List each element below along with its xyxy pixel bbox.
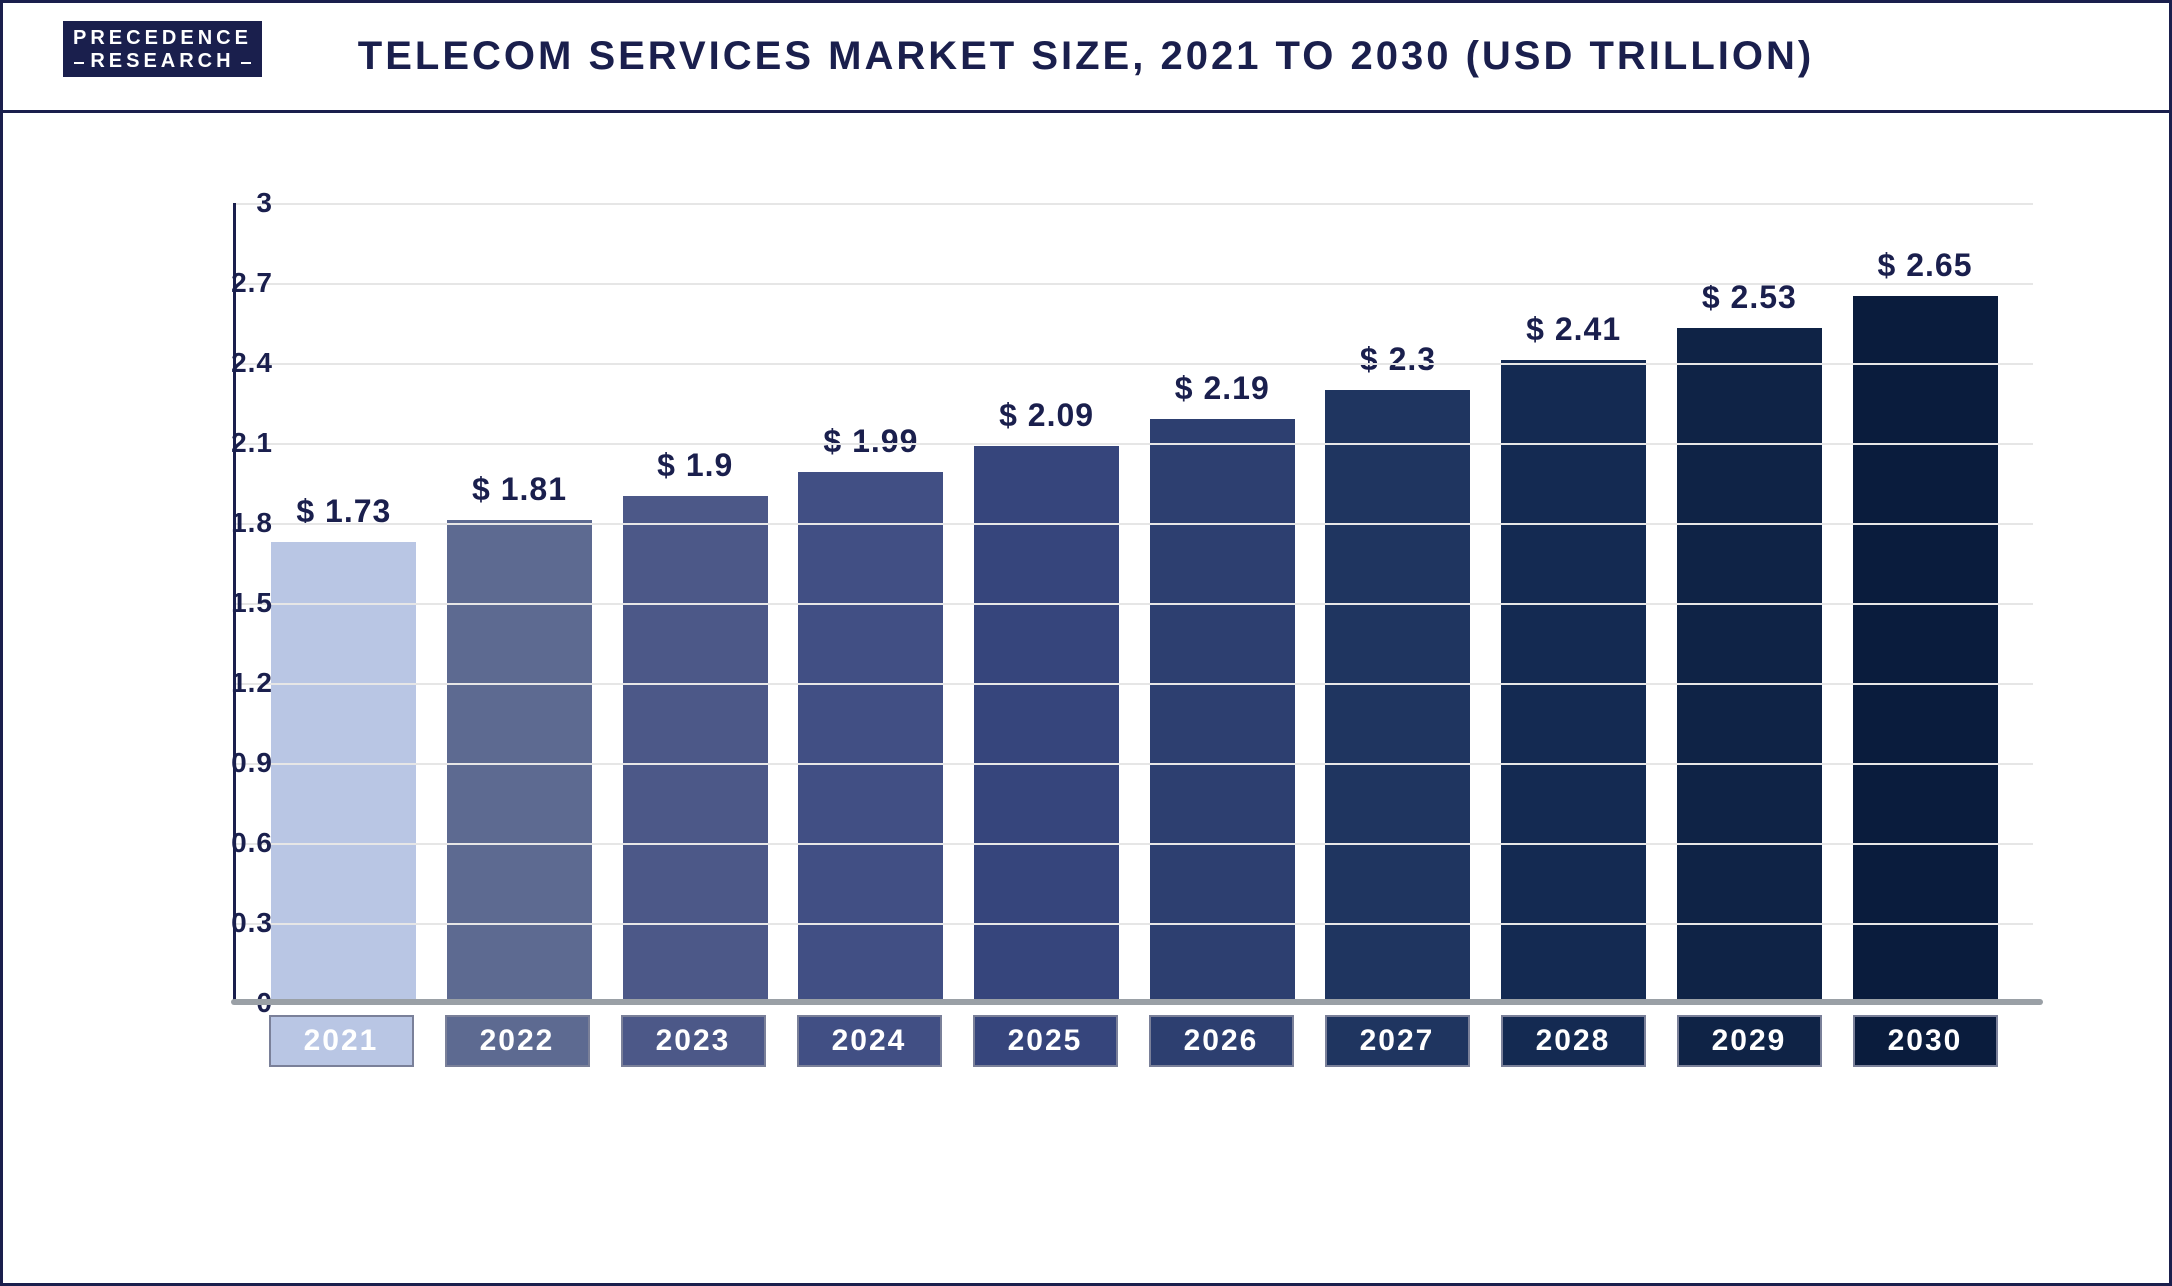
bar (1853, 296, 1998, 1003)
bar (1150, 419, 1295, 1003)
y-tick-label: 0.3 (213, 907, 273, 939)
y-tick-label: 2.7 (213, 267, 273, 299)
gridline (236, 843, 2033, 845)
x-tick-label: 2029 (1677, 1015, 1822, 1067)
bar (447, 520, 592, 1003)
bar-value-label: $ 1.99 (823, 423, 918, 460)
y-tick-label: 0.9 (213, 747, 273, 779)
bar-value-label: $ 1.9 (657, 447, 733, 484)
chart-title: TELECOM SERVICES MARKET SIZE, 2021 TO 20… (358, 34, 1814, 79)
y-tick-label: 2.4 (213, 347, 273, 379)
y-tick-label: 3 (213, 187, 273, 219)
bar-value-label: $ 2.3 (1360, 341, 1436, 378)
header: PRECEDENCE RESEARCH TELECOM SERVICES MAR… (3, 3, 2169, 113)
logo: PRECEDENCE RESEARCH (63, 21, 262, 77)
bar-wrap: $ 1.9 (623, 496, 768, 1003)
gridline (236, 923, 2033, 925)
bar-value-label: $ 2.09 (999, 397, 1094, 434)
bar-wrap: $ 2.09 (974, 446, 1119, 1003)
bar-wrap: $ 1.73 (271, 542, 416, 1003)
x-tick-label: 2025 (973, 1015, 1118, 1067)
bar-wrap: $ 2.53 (1677, 328, 1822, 1003)
bar-wrap: $ 2.3 (1325, 390, 1470, 1003)
gridline (236, 523, 2033, 525)
bar (974, 446, 1119, 1003)
bar-value-label: $ 2.41 (1526, 311, 1621, 348)
y-tick-label: 1.2 (213, 667, 273, 699)
x-axis-labels: 2021 2022 2023 2024 2025 2026 2027 2028 2029 2030 (233, 1015, 2033, 1067)
x-tick-label: 2030 (1853, 1015, 1998, 1067)
chart-area: $ 1.73$ 1.81$ 1.9$ 1.99$ 2.09$ 2.19$ 2.3… (183, 203, 2063, 1093)
bar (1677, 328, 1822, 1003)
gridline (236, 443, 2033, 445)
bar-value-label: $ 2.65 (1878, 247, 1973, 284)
logo-line1: PRECEDENCE (73, 27, 252, 50)
gridline (236, 363, 2033, 365)
x-tick-label: 2022 (445, 1015, 590, 1067)
x-tick-label: 2024 (797, 1015, 942, 1067)
bar (1325, 390, 1470, 1003)
gridline (236, 763, 2033, 765)
bar (1501, 360, 1646, 1003)
gridline (236, 603, 2033, 605)
y-tick-label: 2.1 (213, 427, 273, 459)
bar-value-label: $ 2.19 (1175, 370, 1270, 407)
bar (623, 496, 768, 1003)
x-tick-label: 2021 (269, 1015, 414, 1067)
bar-wrap: $ 2.19 (1150, 419, 1295, 1003)
bar-value-label: $ 1.81 (472, 471, 567, 508)
bar (271, 542, 416, 1003)
y-tick-label: 1.8 (213, 507, 273, 539)
y-tick-label: 1.5 (213, 587, 273, 619)
x-tick-label: 2027 (1325, 1015, 1470, 1067)
x-tick-label: 2026 (1149, 1015, 1294, 1067)
logo-line2: RESEARCH (84, 50, 240, 73)
bar-wrap: $ 2.65 (1853, 296, 1998, 1003)
chart-container: PRECEDENCE RESEARCH TELECOM SERVICES MAR… (0, 0, 2172, 1286)
x-axis-baseline (231, 999, 2043, 1005)
y-tick-label: 0.6 (213, 827, 273, 859)
gridline (236, 203, 2033, 205)
plot-region: $ 1.73$ 1.81$ 1.9$ 1.99$ 2.09$ 2.19$ 2.3… (233, 203, 2033, 1003)
x-tick-label: 2023 (621, 1015, 766, 1067)
bar-wrap: $ 2.41 (1501, 360, 1646, 1003)
bar-wrap: $ 1.81 (447, 520, 592, 1003)
x-tick-label: 2028 (1501, 1015, 1646, 1067)
gridline (236, 683, 2033, 685)
gridline (236, 283, 2033, 285)
